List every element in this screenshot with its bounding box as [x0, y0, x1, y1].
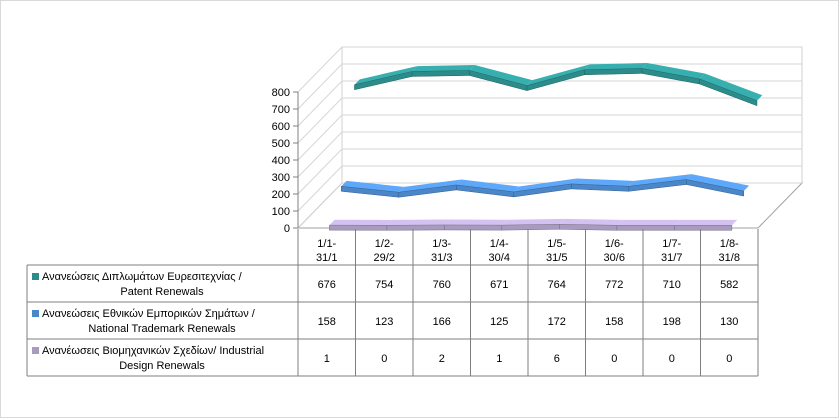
series-1-segment-front: [699, 78, 758, 107]
series-3-segment-front: [559, 224, 618, 231]
series-3-segment-front: [616, 225, 675, 231]
gridline: [297, 165, 802, 212]
series-2-segment-top: [686, 174, 750, 192]
gridline: [297, 97, 802, 144]
y-axis: 0 100 200 300 400 500 600 700 800: [272, 87, 299, 235]
y-tick-label: 400: [272, 155, 290, 167]
table-cell-value: 172: [548, 316, 566, 328]
y-tick-label: 100: [272, 206, 290, 218]
category-label: 1/2-29/2: [374, 238, 395, 264]
table-cell-value: 0: [381, 353, 387, 365]
table-cell-value: 0: [726, 353, 732, 365]
table-cell-value: 6: [554, 353, 560, 365]
table-cell-value: 582: [720, 279, 738, 291]
series-3-segment-front: [501, 224, 560, 231]
series-3-segment-top: [386, 219, 450, 226]
table-cell-value: 125: [490, 316, 508, 328]
y-tick-label: 200: [272, 189, 290, 201]
gridline: [297, 148, 802, 195]
series-3-segment-top: [329, 219, 393, 226]
gridline: [297, 131, 802, 178]
table-cell-value: 1: [496, 353, 502, 365]
table-cell-value: 0: [669, 353, 675, 365]
table-cell-value: 754: [375, 279, 393, 291]
category-label: 1/6-30/6: [604, 238, 625, 264]
table-cell-value: 198: [663, 316, 681, 328]
series-1-segment-top: [469, 65, 533, 86]
table-cell-value: 772: [605, 279, 623, 291]
series-name: Ανανεώσεις Διπλωμάτων Ευρεσιτεχνίας / Pat…: [42, 271, 243, 298]
series-1-segment-front: [411, 70, 470, 77]
gridline: [297, 114, 802, 161]
series-1-segment-top: [354, 66, 418, 85]
series-3-segment-front: [329, 224, 388, 231]
table-cell-value: 671: [490, 279, 508, 291]
y-tick-label: 800: [272, 87, 290, 99]
series-name: Ανανέωσεις Βιομηχανικών Σχεδίων/ Industr…: [42, 345, 264, 372]
series-layer: [329, 63, 763, 231]
table-cell-value: 166: [433, 316, 451, 328]
data-table: 1/1-31/1 1/2-29/2 1/3-31/3 1/4-30/4 1/5-31/5…: [26, 229, 759, 377]
category-label: 1/7-31/7: [661, 238, 682, 264]
series-3-segment-top: [444, 219, 508, 226]
series-2-segment-top: [513, 178, 577, 192]
y-tick-label: 0: [284, 223, 290, 235]
series-2-segment-top: [456, 179, 520, 192]
table-cell-value: 130: [720, 316, 738, 328]
table-cell-value: 764: [548, 279, 566, 291]
series-3-segment-front: [444, 224, 503, 231]
gridline: [297, 80, 802, 127]
series-3-segment-front: [386, 224, 445, 231]
table-cell-value: 710: [663, 279, 681, 291]
table-cell-value: 2: [439, 353, 445, 365]
series-1-segment-top: [526, 64, 590, 86]
legend-swatch: [32, 273, 39, 280]
y-tick-label: 600: [272, 121, 290, 133]
series-1-segment-front: [584, 68, 643, 76]
table-cell-value: 1: [324, 353, 330, 365]
series-1-segment-top: [584, 63, 648, 70]
series-3-segment-front: [674, 225, 733, 231]
series-2-line: [341, 174, 750, 198]
y-tick-label: 500: [272, 138, 290, 150]
series-name: Ανανεώσεις Εθνικών Εμπορικών Σημάτων / Na…: [42, 308, 256, 335]
category-label: 1/3-31/3: [431, 238, 452, 264]
series-3-line: [329, 218, 738, 231]
series-2-segment-front: [686, 179, 745, 197]
table-cell-value: 123: [375, 316, 393, 328]
category-label: 1/5-31/5: [546, 238, 567, 264]
series-1-line: [354, 63, 763, 107]
gridline: [297, 46, 802, 93]
table-cell-value: 158: [318, 316, 336, 328]
table-cell-value: 760: [433, 279, 451, 291]
series-2-segment-top: [341, 180, 405, 193]
series-1-segment-top: [411, 65, 475, 72]
series-3-segment-top: [674, 219, 738, 226]
plot-walls: [296, 46, 804, 229]
series-1-segment-top: [641, 63, 705, 79]
table-cell-value: 158: [605, 316, 623, 328]
series-3-segment-top: [501, 218, 565, 226]
y-tick-label: 300: [272, 172, 290, 184]
series-2-segment-top: [628, 174, 692, 187]
category-label: 1/1-31/1: [316, 238, 337, 264]
category-label: 1/8-31/8: [719, 238, 740, 264]
category-label: 1/4-30/4: [489, 238, 510, 264]
table-cell-value: 676: [318, 279, 336, 291]
series-3-segment-top: [559, 218, 623, 226]
legend-swatch: [32, 347, 39, 354]
table-cell-value: 0: [611, 353, 617, 365]
series-2-segment-top: [398, 179, 462, 193]
series-3-segment-top: [616, 219, 680, 226]
y-tick-label: 700: [272, 104, 290, 116]
legend-swatch: [32, 310, 39, 317]
series-1-segment-top: [699, 73, 763, 101]
